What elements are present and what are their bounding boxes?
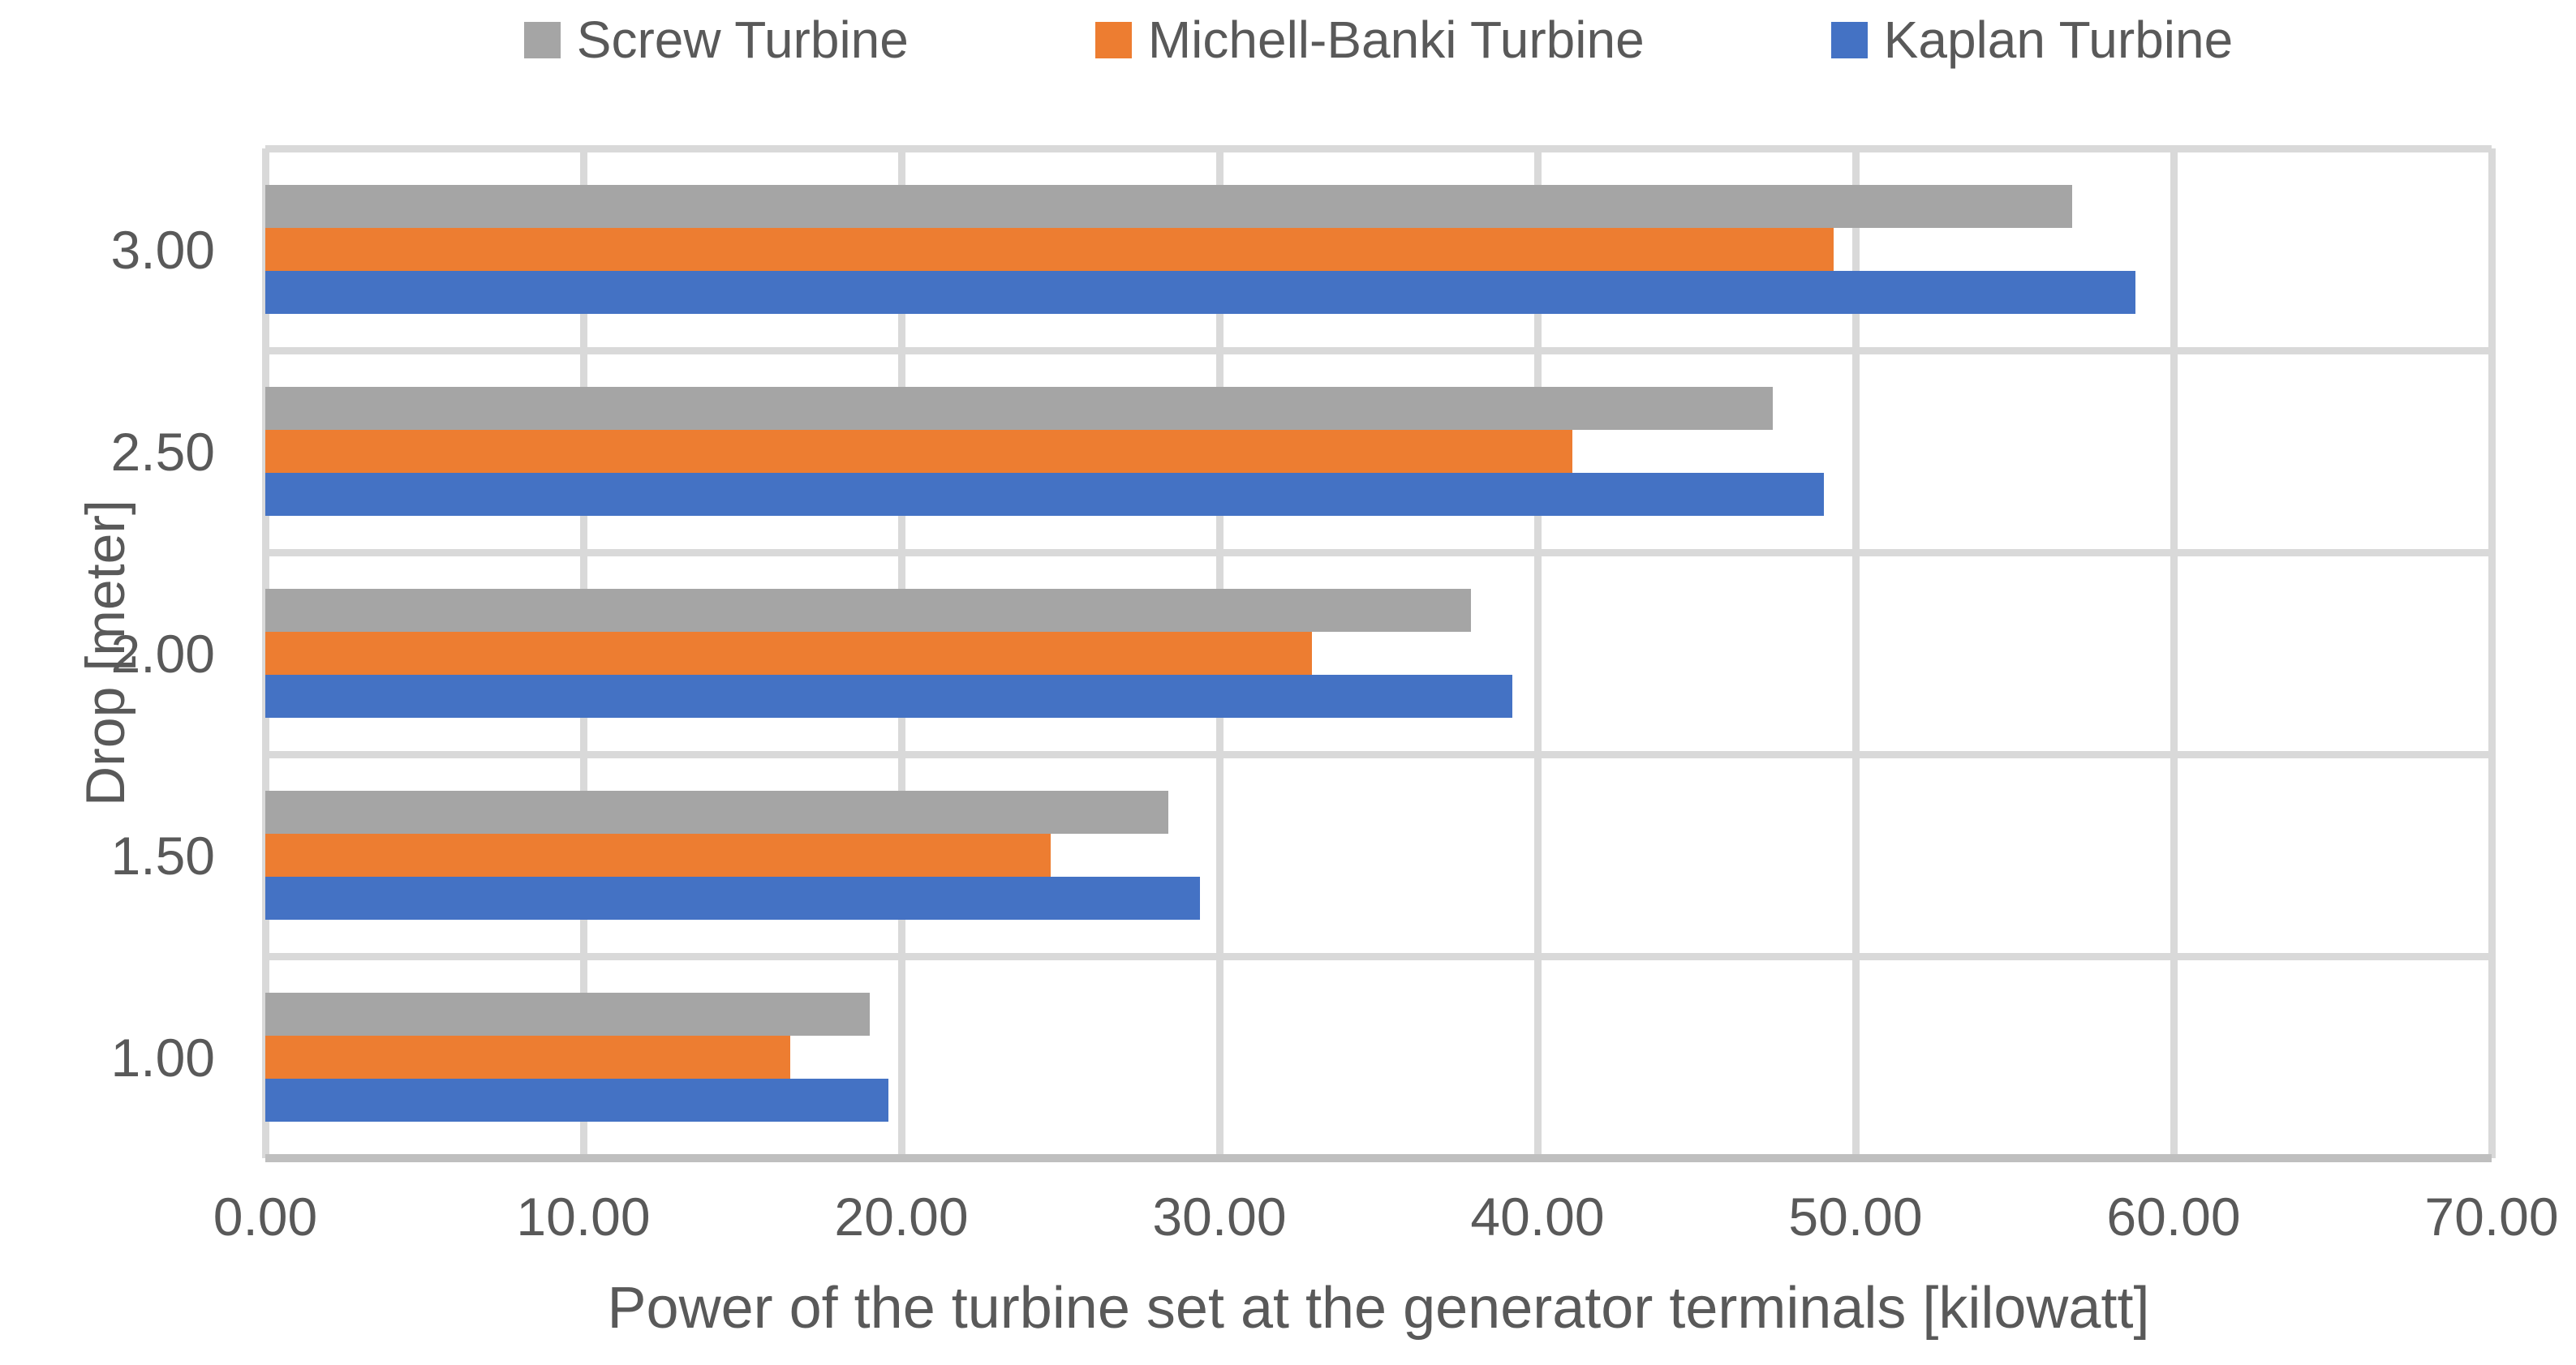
bar-kaplan-turbine-drop-2.50 xyxy=(265,473,1824,516)
vertical-gridline xyxy=(1851,148,1860,1158)
x-tick-label: 0.00 xyxy=(213,1187,318,1247)
plot-top-border xyxy=(265,144,2492,152)
x-tick-label: 70.00 xyxy=(2424,1187,2559,1247)
bar-screw-turbine-drop-2.50 xyxy=(265,387,1774,430)
legend-swatch-screw-turbine xyxy=(523,21,561,58)
y-tick-label: 2.00 xyxy=(110,623,215,684)
bar-michell-banki-turbine-drop-2.50 xyxy=(265,430,1573,473)
x-tick-label: 40.00 xyxy=(1470,1187,1605,1247)
vertical-gridline xyxy=(2488,148,2496,1158)
bar-michell-banki-turbine-drop-2.00 xyxy=(265,632,1312,675)
bar-screw-turbine-drop-1.00 xyxy=(265,993,870,1036)
horizontal-gridline xyxy=(265,952,2492,960)
x-tick-label: 10.00 xyxy=(516,1187,651,1247)
legend-label: Kaplan Turbine xyxy=(1883,11,2234,69)
x-tick-label: 50.00 xyxy=(1788,1187,1923,1247)
vertical-gridline xyxy=(2170,148,2178,1158)
bar-kaplan-turbine-drop-1.00 xyxy=(265,1079,889,1122)
vertical-gridline xyxy=(1533,148,1542,1158)
bar-michell-banki-turbine-drop-1.00 xyxy=(265,1036,790,1079)
bar-michell-banki-turbine-drop-1.50 xyxy=(265,834,1051,877)
bar-kaplan-turbine-drop-1.50 xyxy=(265,877,1201,920)
horizontal-gridline xyxy=(265,750,2492,758)
x-tick-label: 20.00 xyxy=(834,1187,969,1247)
bar-michell-banki-turbine-drop-3.00 xyxy=(265,228,1834,271)
legend: Screw Turbine Michell-Banki Turbine Kaplan… xyxy=(265,10,2492,70)
bar-screw-turbine-drop-1.50 xyxy=(265,791,1169,834)
y-tick-label: 2.50 xyxy=(110,421,215,482)
legend-item-screw-turbine: Screw Turbine xyxy=(523,10,909,70)
bar-screw-turbine-drop-3.00 xyxy=(265,185,2072,228)
x-tick-label: 30.00 xyxy=(1152,1187,1287,1247)
y-tick-label: 3.00 xyxy=(110,219,215,280)
legend-label: Michell-Banki Turbine xyxy=(1147,11,1645,69)
legend-swatch-kaplan-turbine xyxy=(1830,21,1868,58)
horizontal-gridline xyxy=(265,346,2492,354)
y-tick-label: 1.50 xyxy=(110,825,215,886)
x-axis-line xyxy=(265,1154,2492,1162)
bar-screw-turbine-drop-2.00 xyxy=(265,589,1471,632)
horizontal-gridline xyxy=(265,548,2492,556)
legend-item-michell-banki-turbine: Michell-Banki Turbine xyxy=(1094,10,1645,70)
plot-area xyxy=(261,144,2496,1162)
legend-swatch-michell-banki-turbine xyxy=(1094,21,1132,58)
x-tick-label: 60.00 xyxy=(2106,1187,2241,1247)
legend-item-kaplan-turbine: Kaplan Turbine xyxy=(1830,10,2234,70)
y-tick-label: 1.00 xyxy=(110,1027,215,1088)
bar-kaplan-turbine-drop-2.00 xyxy=(265,675,1512,718)
bar-kaplan-turbine-drop-3.00 xyxy=(265,271,2135,314)
legend-label: Screw Turbine xyxy=(576,11,909,69)
x-axis-title: Power of the turbine set at the generato… xyxy=(607,1276,2150,1341)
